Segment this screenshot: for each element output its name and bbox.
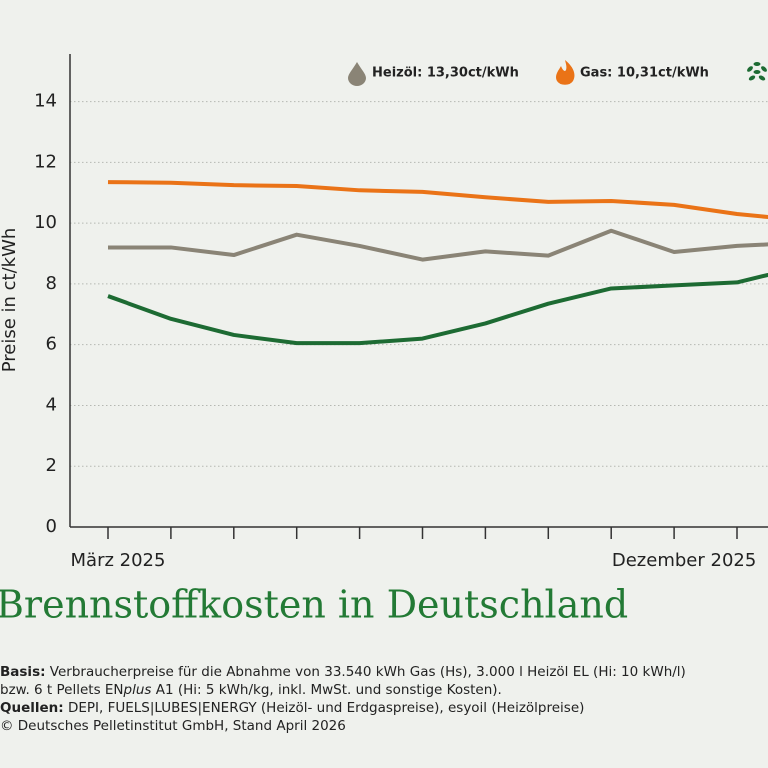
- note-line: bzw. 6 t Pellets ENplus A1 (Hi: 5 kWh/kg…: [0, 681, 768, 699]
- note-text: plus: [123, 682, 152, 698]
- pellet: [758, 75, 766, 81]
- pellet: [753, 70, 761, 74]
- y-tick-label: 14: [34, 91, 57, 112]
- series-line: [107, 272, 768, 346]
- pellet: [748, 75, 756, 81]
- note-text: © Deutsches Pelletinstitut GmbH, Stand A…: [0, 718, 346, 734]
- notes: Basis: Verbraucherpreise für die Abnahme…: [0, 663, 768, 735]
- legend-icon: [747, 62, 767, 81]
- y-tick-label: 6: [46, 334, 57, 355]
- legend-icon: [348, 62, 366, 86]
- series-line: [108, 228, 768, 262]
- chart-title: Brennstoffkosten in Deutschland: [0, 583, 628, 627]
- note-text: Verbraucherpreise für die Abnahme von 33…: [45, 664, 686, 680]
- note-text: Quellen:: [0, 700, 64, 716]
- series-line: [107, 180, 768, 220]
- y-tick-label: 4: [46, 394, 57, 415]
- note-line: © Deutsches Pelletinstitut GmbH, Stand A…: [0, 717, 768, 735]
- note-line: Basis: Verbraucherpreise für die Abnahme…: [0, 663, 768, 681]
- y-tick-label: 10: [34, 212, 57, 233]
- pellet: [761, 66, 767, 72]
- legend-icon: [556, 60, 575, 85]
- x-tick-label: März 2025: [71, 550, 166, 571]
- note-line: Quellen: DEPI, FUELS|LUBES|ENERGY (Heizö…: [0, 699, 768, 717]
- legend-label: Heizöl: 13,30ct/kWh: [372, 66, 519, 81]
- y-tick-label: 2: [46, 455, 57, 476]
- note-text: DEPI, FUELS|LUBES|ENERGY (Heizöl- und Er…: [63, 700, 585, 716]
- note-text: Basis:: [0, 664, 46, 680]
- y-tick-label: 8: [46, 273, 57, 294]
- x-tick-label: Dezember 2025: [612, 550, 756, 571]
- legend-label: Gas: 10,31ct/kWh: [580, 66, 709, 81]
- pellet: [747, 66, 753, 72]
- pellet: [753, 62, 761, 66]
- y-axis-label: Preise in ct/kWh: [0, 228, 20, 373]
- y-tick-label: 0: [46, 516, 57, 537]
- note-text: bzw. 6 t Pellets EN: [0, 682, 124, 698]
- y-tick-label: 12: [34, 151, 57, 172]
- note-text: A1 (Hi: 5 kWh/kg, inkl. MwSt. und sonsti…: [151, 682, 502, 698]
